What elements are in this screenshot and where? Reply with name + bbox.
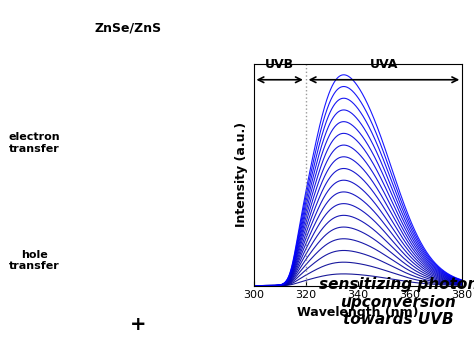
Text: ZnSe/ZnS: ZnSe/ZnS — [95, 21, 162, 34]
Text: sensitizing photon
upconversion
towards UVB: sensitizing photon upconversion towards … — [319, 277, 474, 327]
Text: hole
transfer: hole transfer — [9, 250, 60, 271]
Y-axis label: Intensity (a.u.): Intensity (a.u.) — [235, 122, 248, 227]
Text: UVB: UVB — [265, 58, 294, 71]
Text: electron
transfer: electron transfer — [9, 132, 60, 154]
Text: +: + — [130, 315, 146, 335]
Text: UVA: UVA — [370, 58, 398, 71]
X-axis label: Wavelength (nm): Wavelength (nm) — [297, 306, 419, 319]
